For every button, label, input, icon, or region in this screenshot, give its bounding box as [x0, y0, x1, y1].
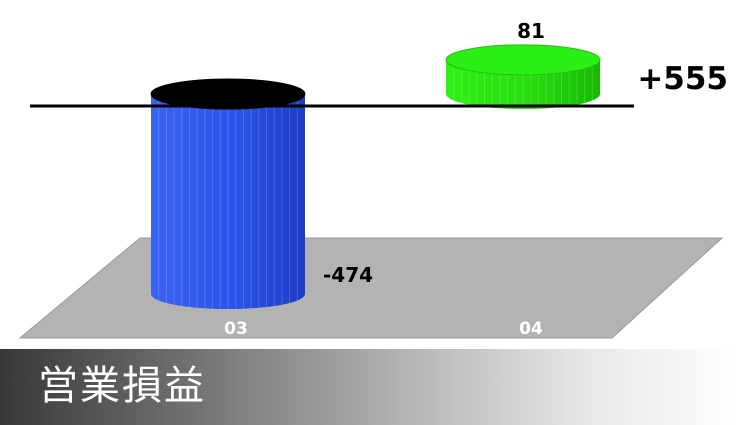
- data-label-03: -474: [323, 263, 373, 287]
- bar-body: [151, 94, 305, 309]
- bars-group: [150, 44, 601, 309]
- category-label-03: 03: [224, 319, 248, 339]
- bar-chart: -474 03 81 04 +555: [18, 19, 728, 339]
- bar-cap: [445, 44, 601, 76]
- data-label-04: 81: [517, 19, 545, 43]
- labels-group: -474 03 81 04 +555: [224, 19, 728, 339]
- chart-floor: [18, 237, 724, 339]
- bar-04: [445, 44, 601, 109]
- bar-03: [150, 78, 306, 309]
- difference-label: +555: [637, 61, 728, 97]
- category-label-04: 04: [519, 319, 543, 339]
- footer-title: 営業損益: [38, 363, 206, 409]
- bar-cap: [150, 78, 306, 110]
- footer-bar: [0, 349, 736, 425]
